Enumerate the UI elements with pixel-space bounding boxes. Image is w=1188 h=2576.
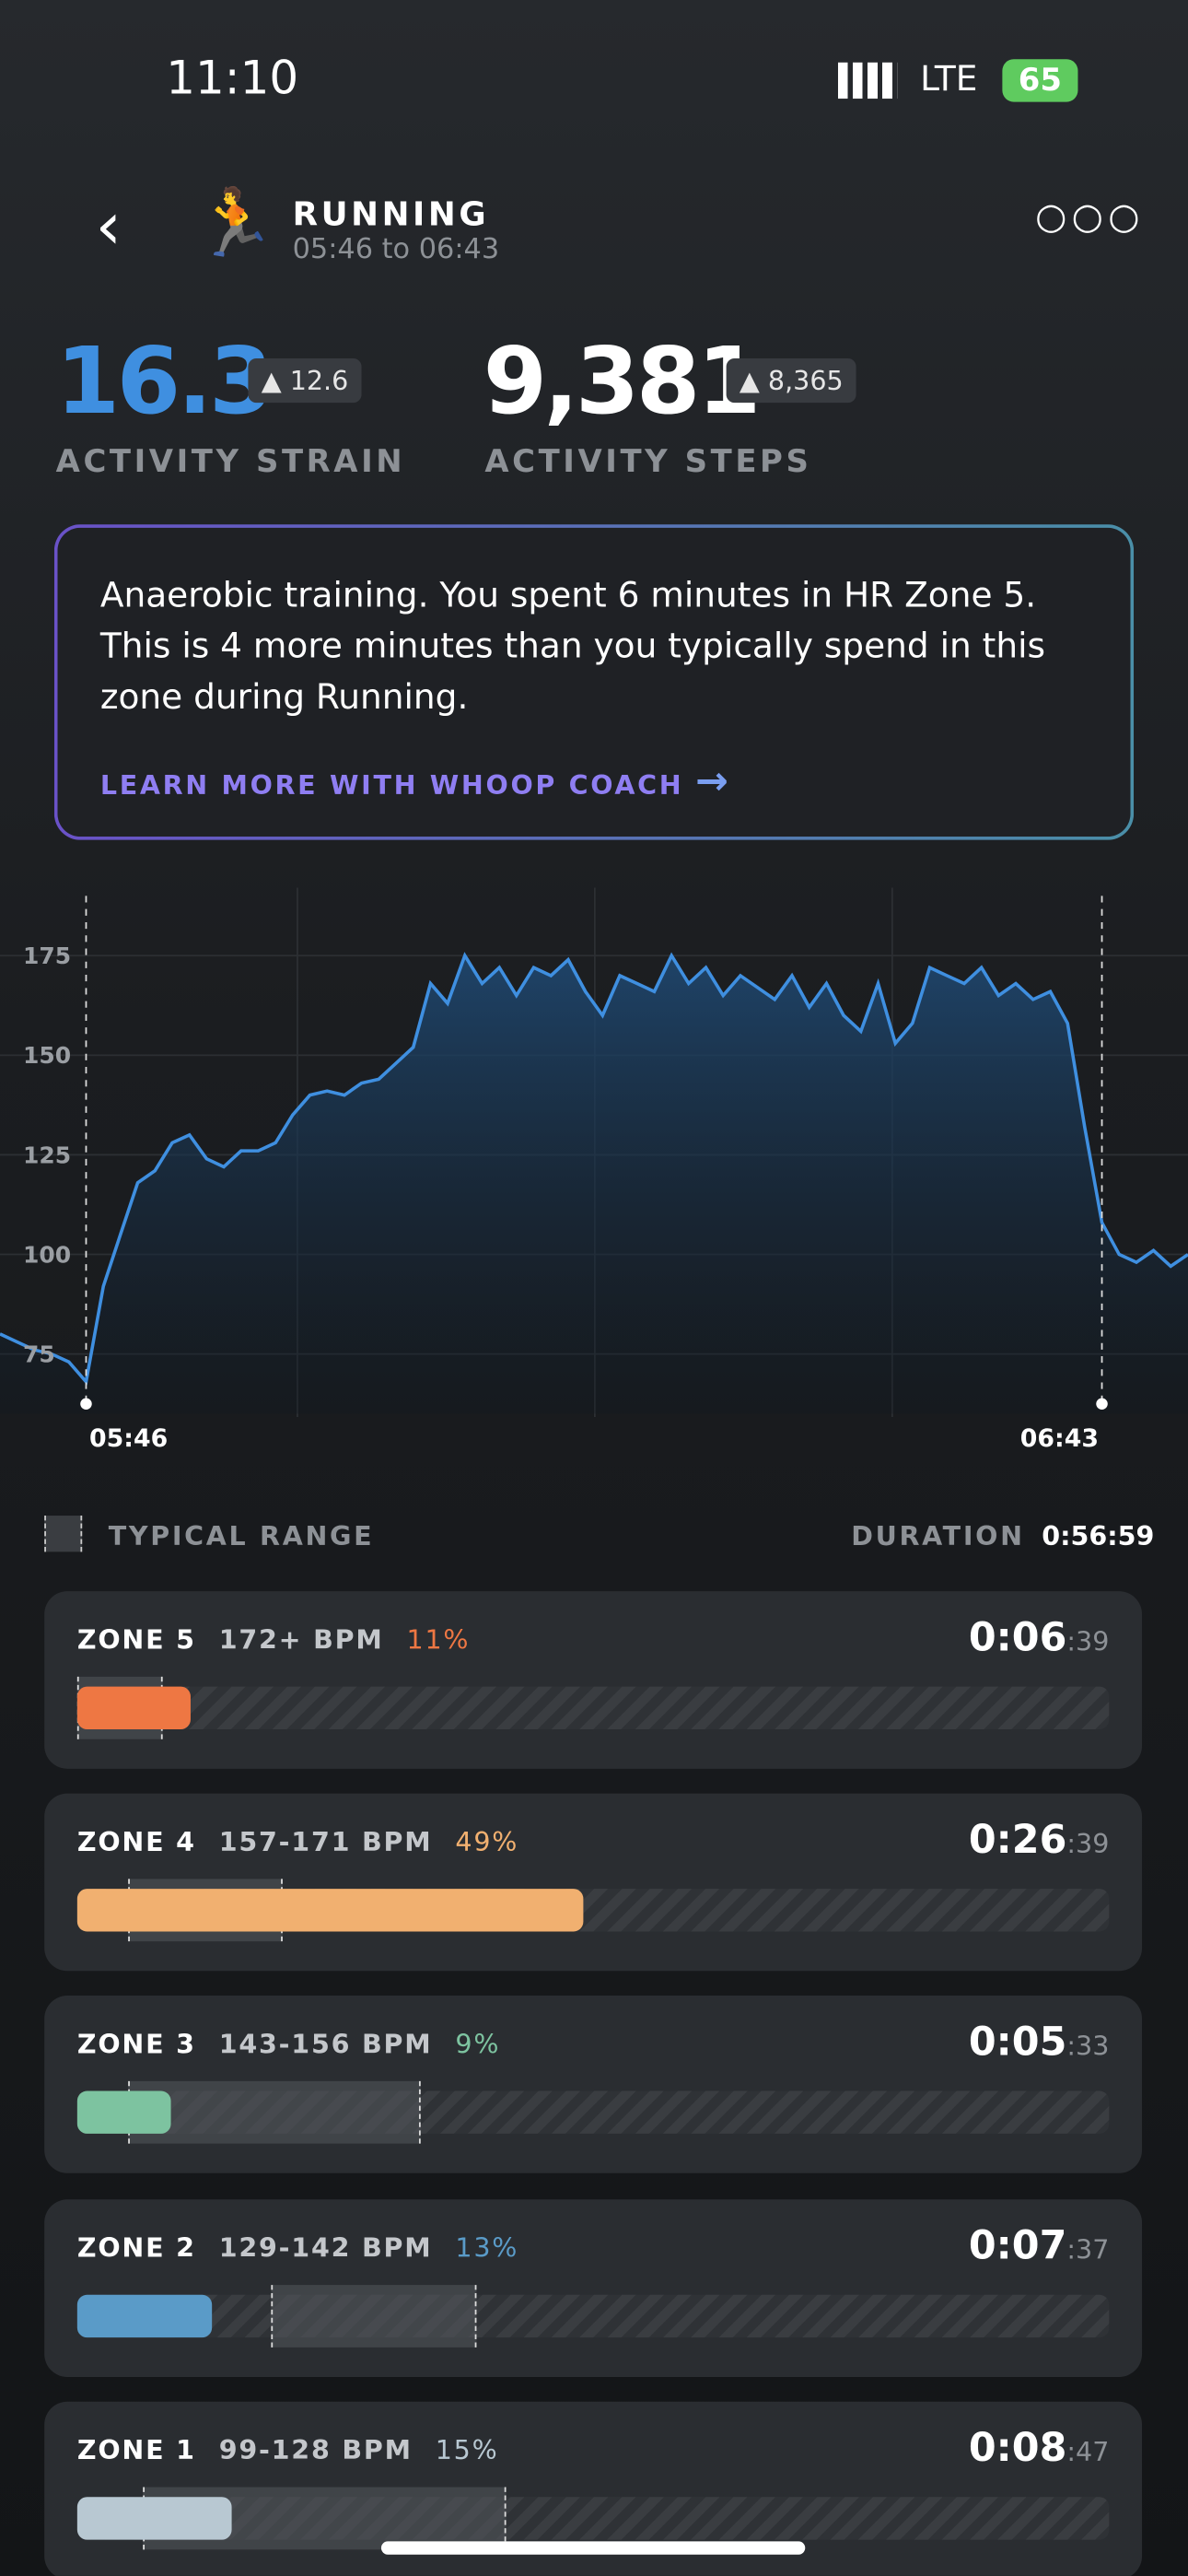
more-button[interactable]: ○○○	[1035, 197, 1145, 239]
zone-card: ZONE 5 172+ BPM 11% 0:06:39	[44, 1591, 1143, 1769]
zone-bar	[76, 2090, 170, 2134]
zone-bpm: 157-171 BPM	[218, 1826, 433, 1858]
runner-icon: 🏃	[193, 185, 276, 262]
x-tick-label: 05:46	[89, 1424, 168, 1453]
zone-pct: 9%	[455, 2028, 501, 2060]
zone-time: 0:06:39	[969, 1614, 1109, 1660]
hr-chart: 75 100 125 150 175 05:46 06:43	[0, 887, 1188, 1453]
zone-bar	[76, 2497, 232, 2540]
zone-time-main: 0:26	[968, 1816, 1067, 1863]
home-indicator	[380, 2541, 806, 2555]
zone-name: ZONE 1	[76, 2434, 196, 2466]
zone-time-sec: :33	[1066, 2030, 1110, 2062]
zone-card: ZONE 4 157-171 BPM 49% 0:26:39	[44, 1793, 1143, 1972]
zone-time: 0:07:37	[969, 2222, 1109, 2268]
y-tick-label: 150	[23, 1042, 71, 1069]
zone-bar	[76, 1686, 192, 1730]
zone-bar	[76, 2294, 212, 2338]
strain-delta-text: 12.6	[289, 365, 349, 396]
typical-range-label: TYPICAL RANGE	[108, 1520, 375, 1552]
zone-time-main: 0:08	[968, 2424, 1067, 2471]
zone-time: 0:08:47	[969, 2425, 1109, 2471]
zone-track	[76, 1676, 1110, 1739]
zone-title: ZONE 4 157-171 BPM 49%	[77, 1826, 518, 1857]
typical-range	[271, 2285, 477, 2348]
zone-pct: 11%	[406, 1623, 471, 1656]
zone-card: ZONE 2 129-142 BPM 13% 0:07:37	[44, 2199, 1143, 2377]
typical-range-swatch	[44, 1516, 83, 1552]
zone-time-sec: :39	[1066, 1828, 1110, 1859]
zone-bpm: 172+ BPM	[218, 1623, 384, 1656]
activity-subtitle: 05:46 to 06:43	[292, 233, 500, 267]
zone-time-sec: :37	[1066, 2233, 1110, 2266]
zone-card: ZONE 3 143-156 BPM 9% 0:05:33	[44, 1996, 1143, 2173]
steps-label: ACTIVITY STEPS	[484, 443, 812, 480]
duration-value: 0:56:59	[1042, 1520, 1155, 1552]
strain-label: ACTIVITY STRAIN	[55, 443, 406, 480]
zone-bpm: 129-142 BPM	[218, 2231, 433, 2264]
zone-track	[76, 1879, 1110, 1942]
zone-track	[76, 2080, 1110, 2144]
zone-name: ZONE 3	[76, 2028, 196, 2060]
coach-link-text: LEARN MORE WITH WHOOP COACH	[99, 769, 684, 801]
strain-delta: ▲ 12.6	[248, 357, 362, 404]
zone-title: ZONE 5 172+ BPM 11%	[77, 1624, 470, 1656]
y-tick-label: 100	[23, 1241, 71, 1268]
duration-label: DURATION	[851, 1520, 1025, 1552]
zone-track	[76, 2487, 1110, 2550]
activity-marker-dot	[80, 1398, 92, 1410]
x-tick-label: 06:43	[1020, 1424, 1099, 1453]
zone-time-main: 0:05	[968, 2019, 1067, 2065]
zone-title: ZONE 1 99-128 BPM 15%	[77, 2434, 499, 2465]
battery: 65	[1002, 59, 1078, 102]
zone-bar	[76, 1889, 583, 1932]
zone-time: 0:26:39	[969, 1817, 1109, 1863]
status-network: LTE	[920, 59, 978, 100]
y-tick-label: 175	[23, 943, 71, 969]
zone-pct: 49%	[455, 1826, 519, 1858]
activity-title: RUNNING	[292, 193, 490, 234]
y-tick-label: 75	[23, 1341, 55, 1368]
zone-pct: 13%	[455, 2231, 519, 2264]
signal-icon	[837, 62, 898, 100]
zone-name: ZONE 2	[76, 2231, 196, 2264]
zone-name: ZONE 5	[76, 1623, 196, 1656]
typical-range	[128, 2080, 422, 2144]
zone-time: 0:05:33	[969, 2019, 1109, 2065]
zone-bpm: 99-128 BPM	[218, 2434, 413, 2466]
status-time: 11:10	[166, 51, 299, 106]
zone-title: ZONE 3 143-156 BPM 9%	[77, 2029, 500, 2060]
zone-title: ZONE 2 129-142 BPM 13%	[77, 2232, 518, 2264]
coach-card: Anaerobic training. You spent 6 minutes …	[54, 524, 1134, 840]
zone-time-sec: :47	[1066, 2436, 1110, 2468]
zone-pct: 15%	[435, 2434, 499, 2466]
steps-delta-text: 8,365	[767, 365, 844, 396]
zone-time-sec: :39	[1066, 1625, 1110, 1657]
hr-line	[0, 952, 1188, 1386]
steps-delta: ▲ 8,365	[726, 357, 856, 404]
zone-time-main: 0:06	[968, 1614, 1067, 1661]
zone-name: ZONE 4	[76, 1826, 196, 1858]
strain-value: 16.3	[55, 328, 274, 436]
area-fill	[0, 955, 1188, 1414]
back-button[interactable]: ‹	[95, 189, 122, 265]
coach-link[interactable]: LEARN MORE WITH WHOOP COACH →	[99, 757, 731, 804]
zone-time-main: 0:07	[968, 2222, 1067, 2269]
steps-value: 9,381	[483, 328, 762, 436]
zone-track	[76, 2285, 1110, 2348]
coach-text: Anaerobic training. You spent 6 minutes …	[99, 575, 1046, 717]
activity-marker-dot	[1096, 1398, 1108, 1410]
zone-bpm: 143-156 BPM	[218, 2028, 433, 2060]
y-tick-label: 125	[23, 1142, 71, 1168]
